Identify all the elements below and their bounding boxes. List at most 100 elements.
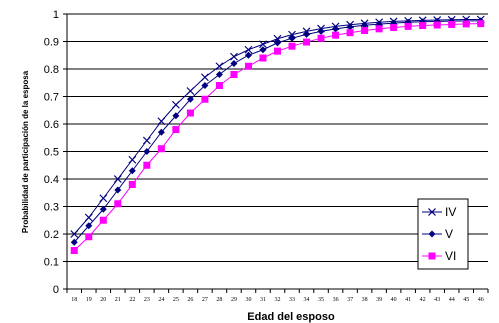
data-point: [171, 100, 180, 109]
x-tick-label: 35: [318, 297, 324, 303]
data-point: [230, 71, 238, 78]
data-point: [433, 21, 441, 29]
x-tick-label: 25: [173, 297, 179, 303]
data-point: [274, 47, 281, 55]
x-tick-label: 46: [478, 297, 484, 303]
data-point: [274, 39, 281, 47]
y-axis-title: Probabilidad de participación de la espo…: [21, 70, 30, 233]
marker-stroke: [171, 100, 180, 109]
marker-stroke: [244, 45, 253, 54]
data-point: [70, 230, 79, 238]
data-point: [244, 62, 252, 70]
data-point: [259, 40, 267, 49]
x-tick-label: 41: [405, 297, 411, 303]
y-tick-label: 0.6: [44, 119, 59, 131]
marker-stroke: [273, 34, 282, 43]
x-tick-label: 42: [420, 297, 426, 303]
legend-label: IV: [445, 205, 456, 219]
data-point: [70, 247, 78, 254]
data-point: [201, 95, 209, 103]
x-tick-label: 40: [391, 297, 397, 303]
data-point: [390, 23, 398, 31]
legend: IV V VI: [417, 198, 469, 270]
data-point: [303, 30, 311, 38]
data-point: [186, 95, 194, 103]
data-point: [288, 34, 296, 42]
data-point: [84, 213, 93, 222]
x-tick-label: 24: [158, 297, 164, 303]
marker-stroke: [428, 208, 436, 216]
x-tick-label: 31: [260, 297, 266, 303]
data-point: [419, 22, 427, 30]
legend-item-IV: IV: [422, 205, 456, 219]
legend-label: VI: [445, 249, 456, 263]
data-point: [288, 30, 296, 39]
marker-stroke: [288, 30, 296, 39]
marker-stroke: [200, 73, 209, 82]
data-point: [215, 71, 223, 78]
data-point: [477, 20, 485, 28]
x-tick-label: 36: [333, 297, 339, 303]
y-tick-label: 0.8: [44, 64, 59, 76]
data-point: [332, 25, 340, 33]
y-tick-label: 0: [53, 284, 59, 296]
data-point: [85, 233, 93, 241]
x-tick-label: 30: [245, 297, 251, 303]
marker-stroke: [84, 213, 93, 222]
x-tick-label: 27: [202, 297, 208, 303]
y-tick-label: 0.3: [44, 202, 59, 214]
series-VI: [70, 20, 485, 254]
data-point: [215, 82, 223, 89]
x-tick-label: 38: [362, 297, 368, 303]
data-point: [346, 23, 354, 31]
marker-stroke: [70, 230, 79, 238]
y-tick-label: 0.9: [44, 37, 59, 49]
legend-item-VI: VI: [422, 249, 456, 263]
marker-stroke: [99, 194, 108, 203]
data-point: [85, 222, 93, 230]
data-point: [317, 34, 325, 42]
marker-stroke: [113, 175, 122, 183]
data-point: [462, 20, 470, 28]
data-point: [332, 31, 340, 39]
x-tick-label: 44: [449, 297, 455, 303]
data-point: [99, 216, 107, 224]
x-axis-ticks: 18 19 20 21 22 23 24 25 26 27 28 29 30 31 32 33 34 35 36 37…: [66, 289, 489, 303]
marker-stroke: [215, 62, 224, 71]
data-point: [288, 42, 296, 50]
data-point: [70, 238, 78, 246]
y-tick-label: 0.1: [44, 257, 59, 269]
x-tick-label: 29: [231, 297, 237, 303]
data-point: [157, 145, 165, 153]
y-tick-label: 0.5: [44, 147, 59, 159]
data-point: [244, 45, 253, 54]
x-tick-label: 32: [275, 297, 281, 303]
data-point: [375, 25, 383, 33]
x-tick-label: 43: [434, 297, 440, 303]
data-point: [128, 181, 136, 188]
x-axis-title: Edad del esposo: [247, 311, 335, 323]
legend-label: V: [445, 227, 453, 241]
axes: [66, 14, 488, 290]
marker-stroke: [230, 52, 238, 61]
data-point: [404, 22, 412, 30]
data-point: [128, 167, 136, 175]
data-point: [157, 128, 165, 136]
data-point: [113, 175, 122, 183]
x-tick-label: 37: [347, 297, 353, 303]
x-tick-label: 20: [100, 297, 106, 303]
data-point: [230, 52, 238, 61]
legend-marker: [428, 208, 436, 216]
x-tick-label: 18: [71, 297, 77, 303]
y-tick-label: 1: [53, 9, 59, 21]
data-point: [244, 51, 252, 59]
x-tick-label: 19: [86, 297, 92, 303]
data-point: [201, 82, 209, 89]
data-point: [172, 126, 180, 133]
data-point: [99, 205, 107, 213]
y-tick-label: 0.2: [44, 229, 59, 241]
data-point: [99, 194, 108, 203]
data-point: [114, 186, 122, 194]
series-group: [70, 15, 485, 254]
